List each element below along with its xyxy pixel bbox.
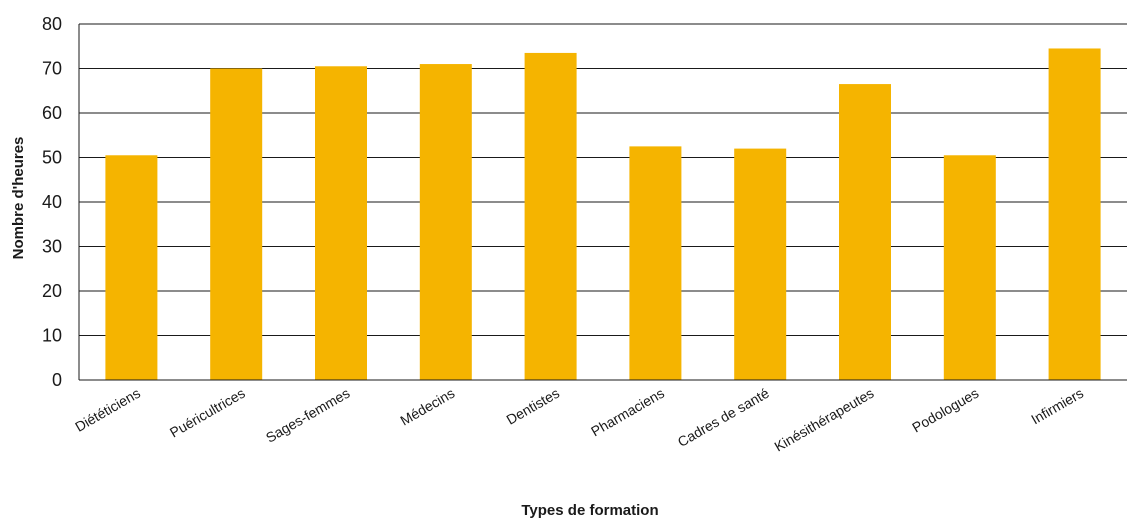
x-tick-label: Médecins: [397, 385, 457, 429]
y-tick-label: 0: [52, 370, 62, 390]
y-tick-label: 30: [42, 237, 62, 257]
x-tick-label: Diététiciens: [72, 385, 143, 435]
bar: [839, 84, 891, 380]
x-tick-label: Sages-femmes: [263, 385, 353, 446]
bar: [315, 66, 367, 381]
bar: [629, 146, 682, 380]
x-tick-label: Dentistes: [504, 385, 563, 428]
x-tick-label: Infirmiers: [1028, 385, 1086, 428]
axes: [78, 24, 1127, 381]
x-tick-label: Podologues: [909, 385, 981, 436]
x-tick-label: Kinésithérapeutes: [771, 385, 876, 455]
y-tick-label: 40: [42, 192, 62, 212]
y-axis-title: Nombre d'heures: [10, 137, 27, 260]
x-tick-labels: Diététiciens Puéricultrices Sages-femmes Mé…: [72, 385, 1086, 455]
y-tick-label: 60: [42, 103, 62, 123]
y-tick-label: 50: [42, 148, 62, 168]
y-tick-labels: 0 10 20 30 40 50 60 70 80: [42, 14, 62, 390]
y-tick-label: 70: [42, 59, 62, 79]
y-tick-label: 80: [42, 14, 62, 34]
y-tick-label: 20: [42, 281, 62, 301]
x-tick-label: Cadres de santé: [675, 385, 772, 450]
bar: [1048, 48, 1101, 380]
bar: [210, 68, 263, 380]
bar: [943, 155, 996, 380]
bar: [524, 52, 577, 381]
x-tick-label: Puéricultrices: [167, 385, 248, 441]
bars: [105, 48, 1101, 381]
x-axis-title: Types de formation: [521, 502, 658, 519]
bar: [419, 64, 472, 381]
bar: [734, 148, 787, 380]
y-tick-label: 10: [42, 326, 62, 346]
x-tick-label: Pharmaciens: [588, 385, 667, 440]
bar: [105, 155, 158, 380]
